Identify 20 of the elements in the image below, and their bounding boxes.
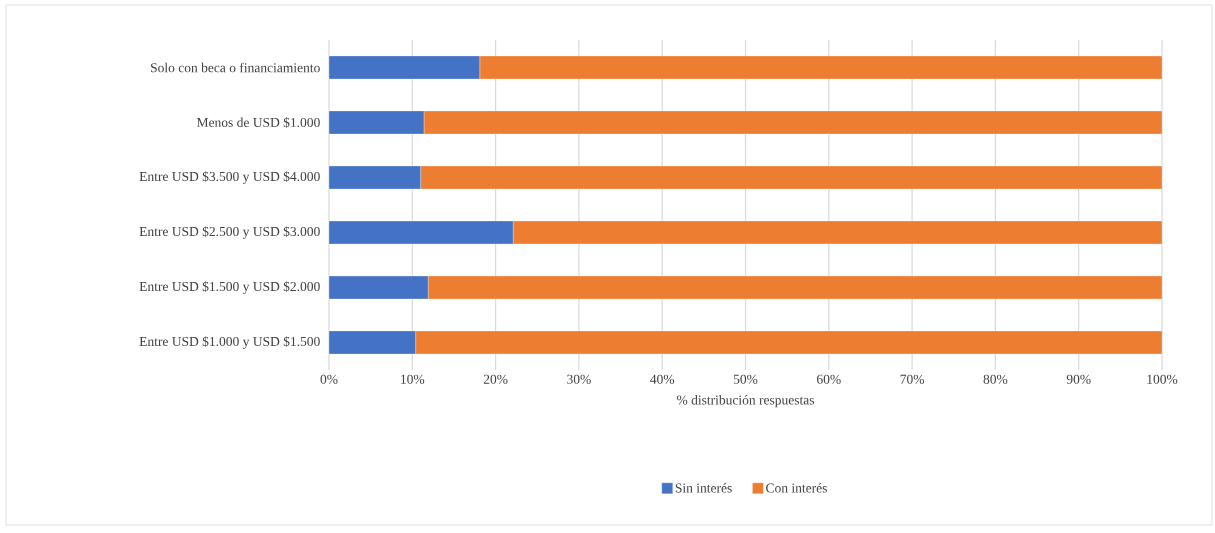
y-tick-label: Entre USD $1.000 y USD $1.500 — [139, 336, 320, 349]
y-tick-label: Entre USD $2.500 y USD $3.000 — [139, 226, 320, 239]
legend-label: Sin interés — [675, 483, 732, 493]
y-tick-label: Entre USD $3.500 y USD $4.000 — [139, 171, 320, 184]
x-tick-label: 0% — [320, 374, 338, 384]
x-tick-label: 70% — [900, 374, 925, 384]
x-tick-label: 90% — [1066, 374, 1091, 384]
x-tick-label: 40% — [650, 374, 675, 384]
x-tick-label: 60% — [817, 374, 841, 384]
y-tick-label: Solo con beca o financiamiento — [151, 62, 320, 73]
y-tick-label: Menos de USD $1.000 — [196, 117, 320, 128]
x-axis-title: % distribución respuestas — [676, 395, 815, 408]
x-tick-label: 50% — [733, 374, 758, 384]
legend-label: Con interés — [766, 483, 827, 493]
y-tick-label: Entre USD $1.500 y USD $2.000 — [139, 281, 320, 294]
x-tick-label: 100% — [1147, 374, 1178, 384]
x-tick-label: 30% — [567, 374, 591, 384]
x-tick-label: 10% — [401, 374, 425, 384]
x-tick-label: 80% — [983, 374, 1008, 384]
x-tick-label: 20% — [483, 374, 508, 384]
